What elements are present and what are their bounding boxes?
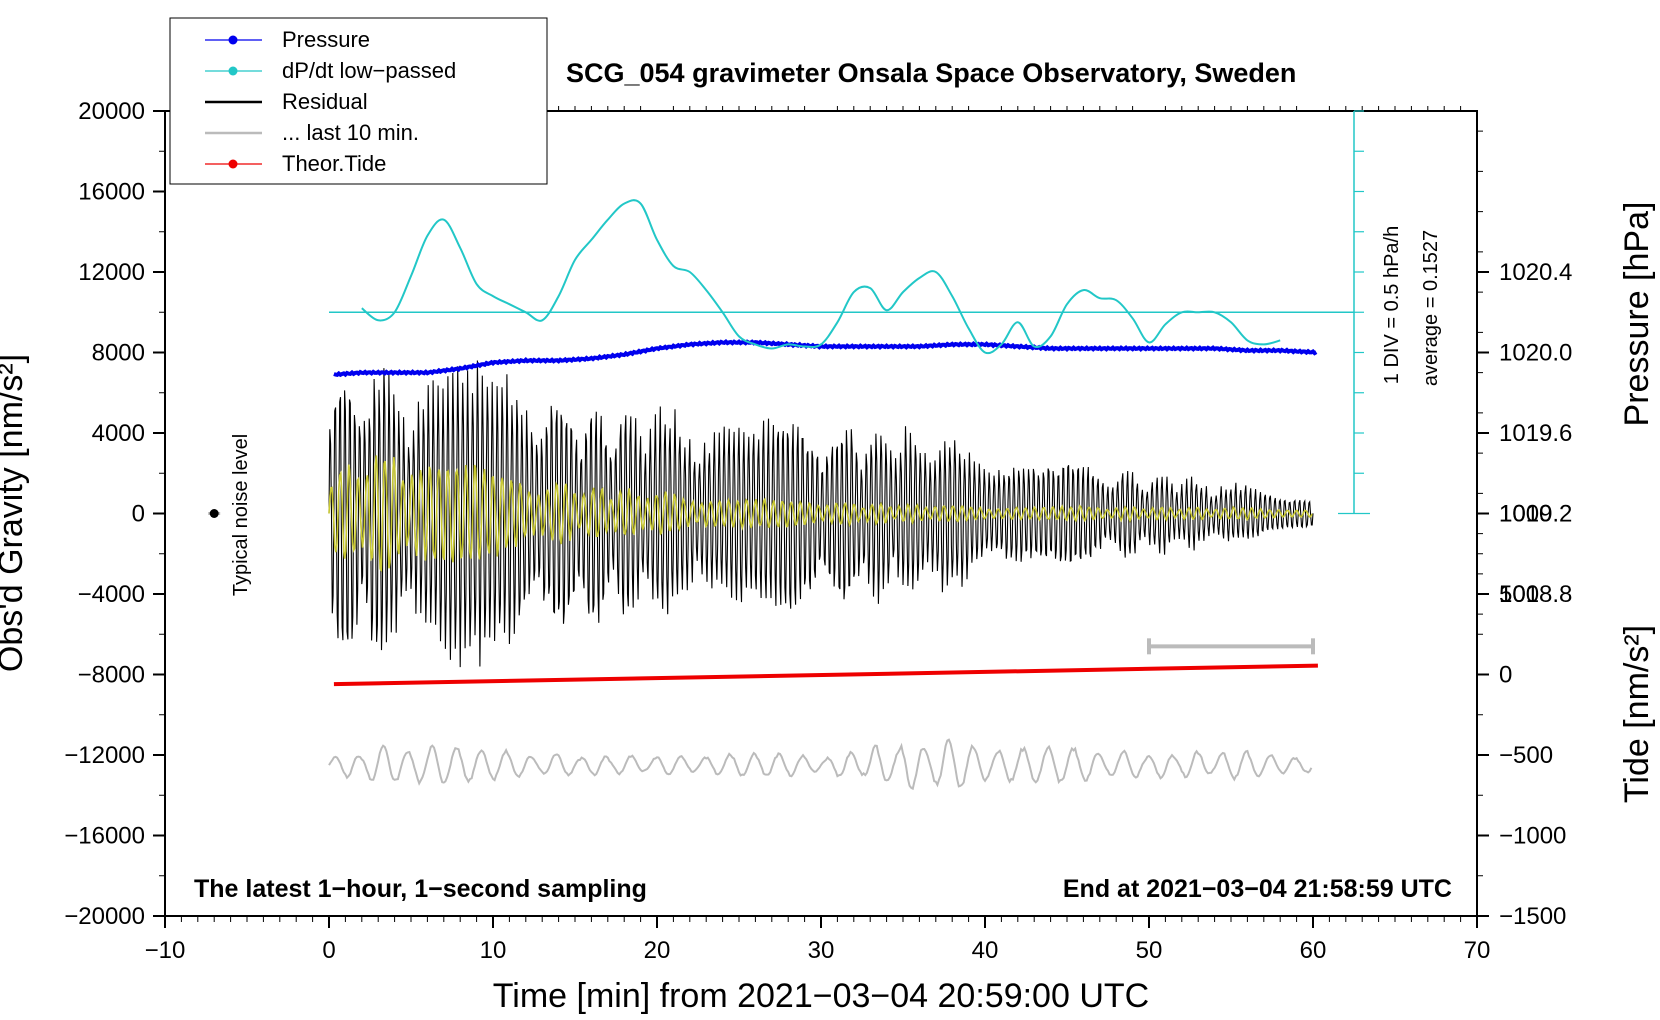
chart-title: SCG_054 gravimeter Onsala Space Observat… — [566, 58, 1296, 88]
noise-marker-dot — [209, 509, 219, 518]
dpdt-low-passed-line — [361, 199, 1281, 355]
x-tick-label: 30 — [808, 937, 835, 964]
legend-label: ... last 10 min. — [282, 120, 419, 145]
y-tick-label: −12000 — [64, 742, 145, 769]
tide-tick-label: −1500 — [1499, 903, 1566, 930]
pressure-tick-label: 1019.6 — [1499, 420, 1572, 447]
y-axis-left-ticks: 20000 16000 12000 8000 4000 0 −4000 −8000 −12000… — [64, 98, 165, 930]
dpdt-scale-note: 1 DIV = 0.5 hPa/h — [1381, 226, 1403, 384]
y-tick-label: −16000 — [64, 823, 145, 850]
theoretical-tide-line — [333, 663, 1318, 687]
residual-filtered-line — [328, 455, 1313, 573]
legend-marker — [228, 159, 238, 169]
x-tick-label: 10 — [480, 937, 507, 964]
noise-level-marker — [208, 509, 221, 518]
x-tick-label: 50 — [1136, 937, 1163, 964]
legend: Pressure dP/dt low−passed Residual ... last… — [169, 17, 548, 185]
x-tick-label: 40 — [972, 937, 999, 964]
last-10-min-bar — [1147, 638, 1315, 655]
x-tick-label: 60 — [1300, 937, 1327, 964]
x-tick-label: 20 — [644, 937, 671, 964]
y-axis-left-label: Obs'd Gravity [nm/s²] — [0, 354, 30, 672]
x-tick-label: 70 — [1464, 937, 1491, 964]
y-tick-label: 12000 — [78, 259, 145, 286]
pressure-tick-label: 1018.8 — [1499, 581, 1572, 608]
pressure-axis-ticks: 1020.4 1020.0 1019.6 1019.2 1018.8 — [1477, 130, 1572, 615]
y-tick-label: −4000 — [78, 581, 145, 608]
y-tick-label: 8000 — [92, 340, 145, 367]
tide-tick-label: 500 — [1499, 581, 1539, 608]
x-axis-label: Time [min] from 2021−03−04 20:59:00 UTC — [493, 977, 1149, 1015]
legend-marker — [228, 35, 238, 45]
tide-axis-ticks: 1000 500 0 −500 −1000 −1500 — [1477, 501, 1566, 930]
last-10-min-line — [328, 738, 1313, 791]
y-tick-label: −20000 — [64, 903, 145, 930]
legend-marker — [228, 66, 238, 76]
noise-level-label: Typical noise level — [230, 434, 252, 596]
x-axis-ticks: −10 0 10 20 30 40 50 60 70 — [145, 916, 1491, 964]
legend-label: Theor.Tide — [282, 151, 386, 176]
tide-tick-label: −500 — [1499, 742, 1553, 769]
x-tick-label: −10 — [145, 937, 186, 964]
legend-label: dP/dt low−passed — [282, 58, 456, 83]
pressure-tick-label: 1019.2 — [1499, 501, 1572, 528]
dpdt-scale-bar — [1338, 110, 1370, 515]
pressure-axis-label: Pressure [hPa] — [1618, 202, 1656, 427]
y-tick-label: −8000 — [78, 662, 145, 689]
tide-tick-label: 1000 — [1499, 501, 1552, 528]
end-time-note: End at 2021−03−04 21:58:59 UTC — [1063, 875, 1452, 903]
y-tick-label: 0 — [132, 501, 145, 528]
y-tick-label: 20000 — [78, 98, 145, 125]
pressure-line — [333, 338, 1318, 378]
sampling-note: The latest 1−hour, 1−second sampling — [194, 875, 647, 903]
tide-tick-label: 0 — [1499, 662, 1512, 689]
pressure-tick-label: 1020.0 — [1499, 340, 1572, 367]
x-tick-label: 0 — [322, 937, 335, 964]
legend-label: Residual — [282, 89, 368, 114]
tide-tick-label: −1000 — [1499, 823, 1566, 850]
dpdt-average-note: average = 0.1527 — [1420, 230, 1442, 386]
y-tick-label: 16000 — [78, 179, 145, 206]
pressure-tick-label: 1020.4 — [1499, 259, 1572, 286]
tide-axis-label: Tide [nm/s²] — [1618, 625, 1656, 803]
legend-label: Pressure — [282, 27, 370, 52]
y-tick-label: 4000 — [92, 420, 145, 447]
